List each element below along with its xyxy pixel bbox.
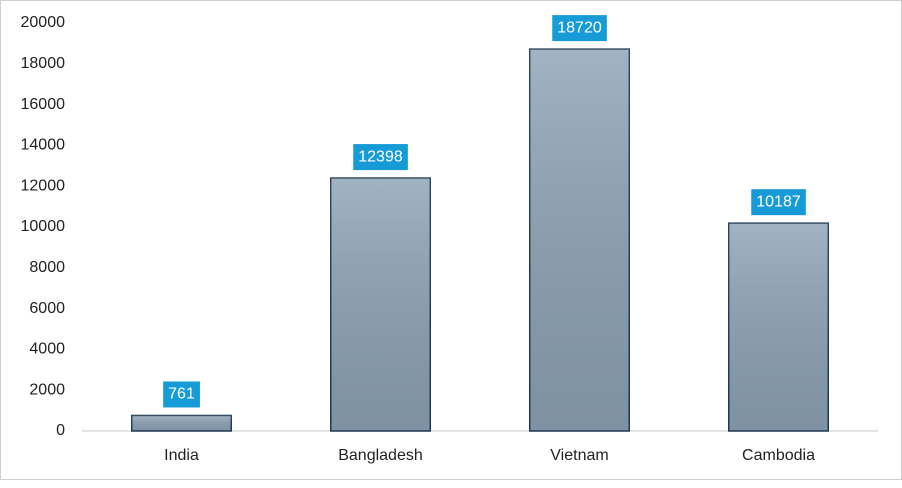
y-tick-label: 20000 [21,14,66,31]
bar [131,414,232,432]
value-label: 10187 [751,189,806,216]
value-label: 18720 [552,15,607,42]
y-tick-label: 0 [56,422,65,439]
y-tick-label: 10000 [21,218,66,235]
bar [728,222,829,432]
bar [529,48,630,432]
x-tick-label: Bangladesh [338,447,423,464]
x-tick-label: Vietnam [550,447,608,464]
value-label-box [353,144,408,171]
y-tick-label: 14000 [21,137,66,154]
value-label: 12398 [353,144,408,171]
y-tick-label: 4000 [29,341,65,358]
y-tick-label: 8000 [29,259,65,276]
y-tick-label: 2000 [29,381,65,398]
bar [330,177,431,432]
y-tick-label: 12000 [21,177,66,194]
value-label-box [751,189,806,216]
value-label-box [552,15,607,42]
value-label-text: 12398 [358,148,403,165]
value-label-text: 10187 [756,193,801,210]
x-tick-label: Cambodia [742,447,815,464]
x-tick-label: India [164,447,199,464]
y-tick-label: 6000 [29,300,65,317]
value-label-text: 18720 [557,19,602,36]
value-label-box [163,381,200,408]
value-label: 761 [163,381,200,408]
value-label-text: 761 [168,386,195,403]
y-tick-label: 18000 [21,55,66,72]
y-tick-label: 16000 [21,96,66,113]
